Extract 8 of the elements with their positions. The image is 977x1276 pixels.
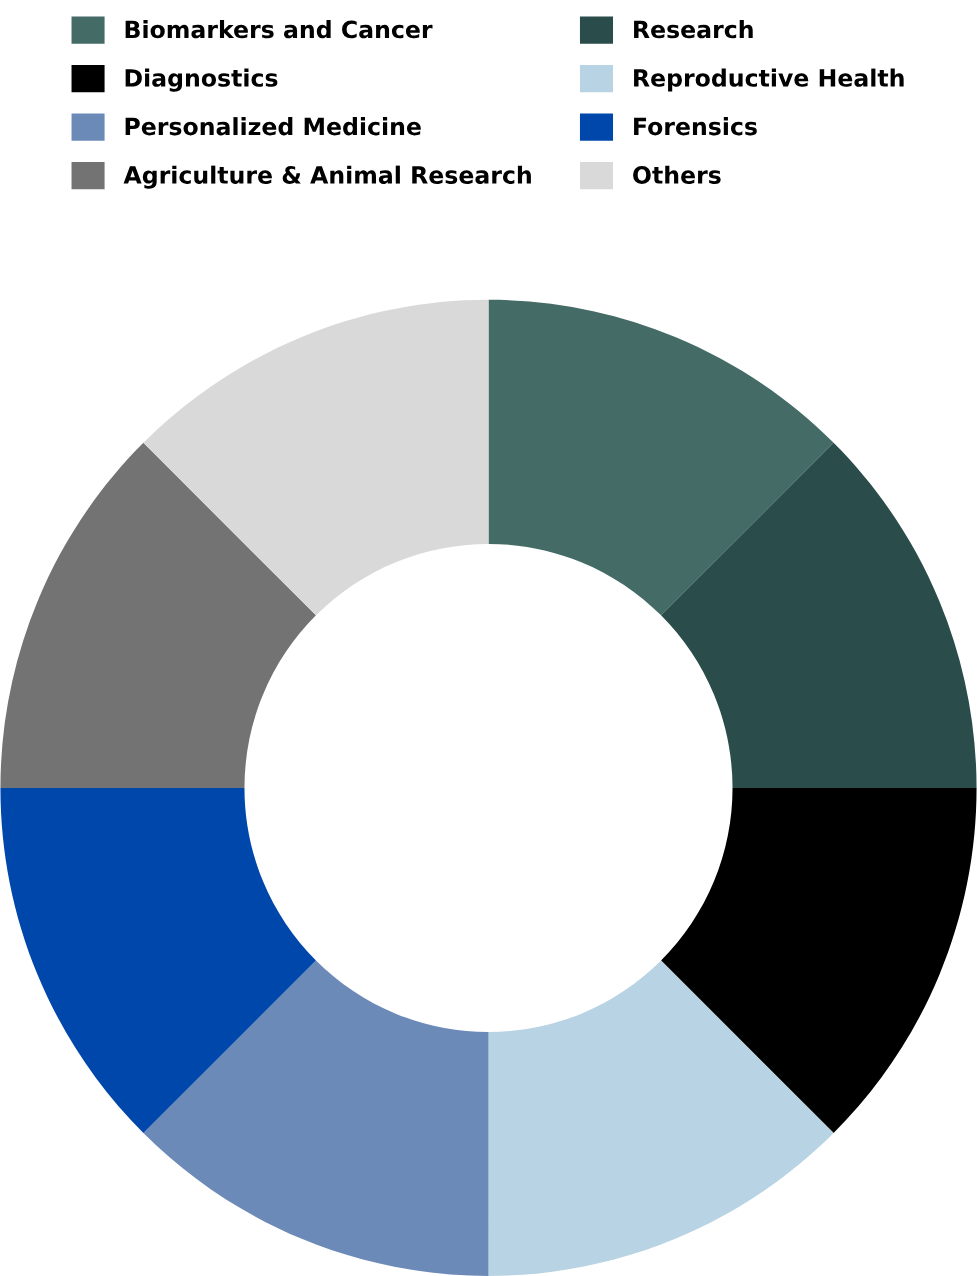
legend-label: Diagnostics: [125, 68, 278, 92]
legend-label: Personalized Medicine: [125, 117, 421, 136]
legend-label: Research: [634, 20, 753, 39]
legend-label: Agriculture & Animal Research: [123, 165, 531, 189]
legend-label: Biomarkers and Cancer: [125, 20, 433, 39]
legend-label: Others: [633, 165, 721, 184]
legend-label: Forensics: [634, 117, 757, 136]
legend-label: Reproductive Health: [634, 68, 904, 92]
